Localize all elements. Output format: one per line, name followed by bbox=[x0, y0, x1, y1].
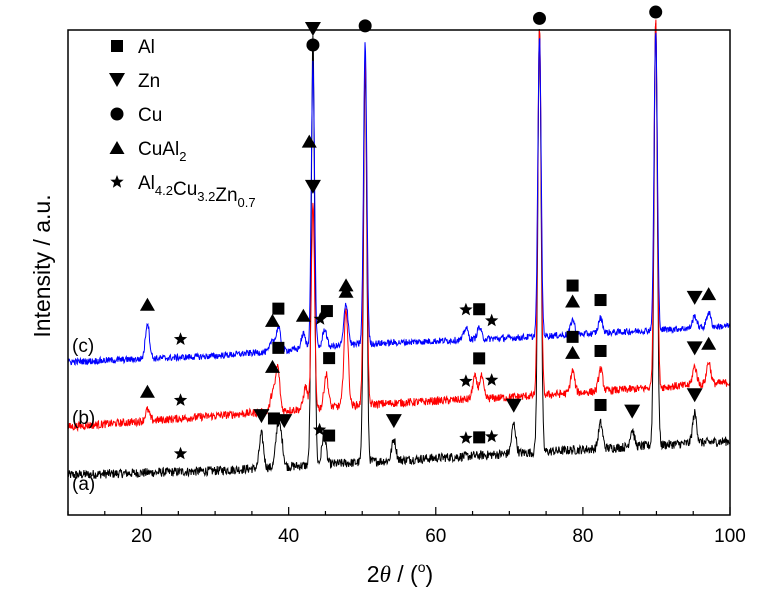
marker-star bbox=[313, 312, 327, 325]
series-label: (b) bbox=[72, 408, 95, 429]
x-tick-label: 40 bbox=[278, 526, 299, 547]
spectra-group bbox=[67, 19, 731, 479]
x-tick-label: 100 bbox=[714, 526, 746, 547]
series-line-c bbox=[67, 32, 731, 366]
y-axis-label: Intensity / a.u. bbox=[29, 194, 55, 337]
legend-label: Cu bbox=[138, 105, 162, 126]
x-axis-label-rest: / ( bbox=[391, 561, 418, 587]
marker-triangle-up bbox=[701, 336, 717, 350]
marker-square bbox=[267, 412, 280, 425]
marker-square bbox=[272, 302, 285, 315]
marker-star bbox=[173, 332, 188, 345]
marker-triangle-down bbox=[686, 388, 703, 403]
legend-triangle-up-icon bbox=[109, 141, 125, 154]
marker-triangle-down bbox=[253, 409, 270, 424]
marker-star bbox=[459, 374, 473, 387]
marker-star bbox=[173, 446, 188, 460]
marker-triangle-down bbox=[304, 179, 321, 194]
marker-star bbox=[485, 313, 499, 327]
marker-triangle-up bbox=[338, 278, 354, 292]
legend-square-icon bbox=[111, 40, 123, 52]
marker-square bbox=[323, 429, 336, 442]
legend-star-icon bbox=[110, 175, 124, 188]
marker-square bbox=[473, 352, 486, 365]
x-tick-label: 60 bbox=[425, 526, 446, 547]
marker-triangle-up bbox=[264, 313, 280, 327]
x-axis-label-close: ) bbox=[426, 561, 434, 587]
marker-square bbox=[594, 398, 607, 411]
x-axis-label-degree: o bbox=[418, 559, 426, 575]
legend-label: CuAl2 bbox=[138, 139, 186, 164]
legend-label: Zn bbox=[138, 71, 160, 92]
marker-triangle-down bbox=[686, 290, 703, 305]
marker-triangle-down bbox=[624, 404, 641, 419]
marker-triangle-up bbox=[139, 384, 155, 398]
marker-triangle-down bbox=[505, 398, 522, 413]
marker-star bbox=[312, 422, 327, 436]
marker-triangle-down bbox=[276, 414, 293, 429]
x-tick-label: 80 bbox=[572, 526, 593, 547]
marker-square bbox=[594, 344, 607, 357]
marker-star bbox=[485, 373, 499, 386]
x-axis-ticks: 20 40 60 80 100 bbox=[67, 507, 746, 547]
marker-circle bbox=[649, 5, 663, 19]
marker-triangle-down bbox=[385, 414, 402, 429]
phase-markers-group bbox=[139, 5, 717, 460]
marker-triangle-up bbox=[139, 297, 155, 311]
marker-triangle-up bbox=[264, 359, 280, 373]
x-tick-label: 20 bbox=[131, 526, 152, 547]
marker-circle bbox=[532, 11, 546, 25]
series-labels-group: (a) (b) (c) bbox=[72, 336, 95, 495]
legend-triangle-down-icon bbox=[109, 73, 125, 87]
x-axis-label-theta: θ bbox=[380, 562, 391, 587]
marker-square bbox=[566, 330, 579, 343]
x-axis-label: 2θ / (o) bbox=[367, 559, 433, 587]
marker-triangle-down bbox=[304, 22, 321, 37]
legend-label: Al bbox=[138, 37, 155, 58]
marker-star bbox=[173, 393, 188, 406]
series-line-a bbox=[67, 22, 731, 479]
marker-square bbox=[473, 303, 486, 316]
marker-square bbox=[320, 305, 333, 318]
marker-triangle-up bbox=[301, 134, 317, 148]
marker-star bbox=[459, 302, 473, 316]
legend-label: Al4.2Cu3.2Zn0.7 bbox=[138, 173, 256, 210]
series-label: (a) bbox=[72, 474, 95, 495]
series-label: (c) bbox=[72, 336, 94, 357]
marker-square bbox=[272, 341, 285, 354]
marker-triangle-down bbox=[686, 341, 703, 356]
marker-square bbox=[473, 431, 486, 444]
marker-triangle-up bbox=[565, 294, 581, 308]
marker-triangle-up bbox=[295, 308, 311, 322]
marker-square bbox=[566, 279, 579, 292]
series-line-b bbox=[67, 19, 731, 433]
legend: Al Zn Cu CuAl2 Al4.2Cu3.2Zn0.7 bbox=[109, 37, 256, 210]
marker-star bbox=[485, 429, 499, 443]
x-axis-label-main: 2 bbox=[367, 561, 380, 587]
marker-triangle-up bbox=[565, 345, 581, 359]
legend-circle-icon bbox=[110, 107, 124, 121]
marker-square bbox=[594, 294, 607, 307]
marker-square bbox=[323, 352, 336, 365]
plot-frame bbox=[67, 29, 731, 516]
marker-star bbox=[459, 431, 473, 444]
marker-circle bbox=[358, 19, 372, 33]
marker-triangle-up bbox=[701, 287, 717, 301]
marker-circle bbox=[306, 38, 320, 52]
